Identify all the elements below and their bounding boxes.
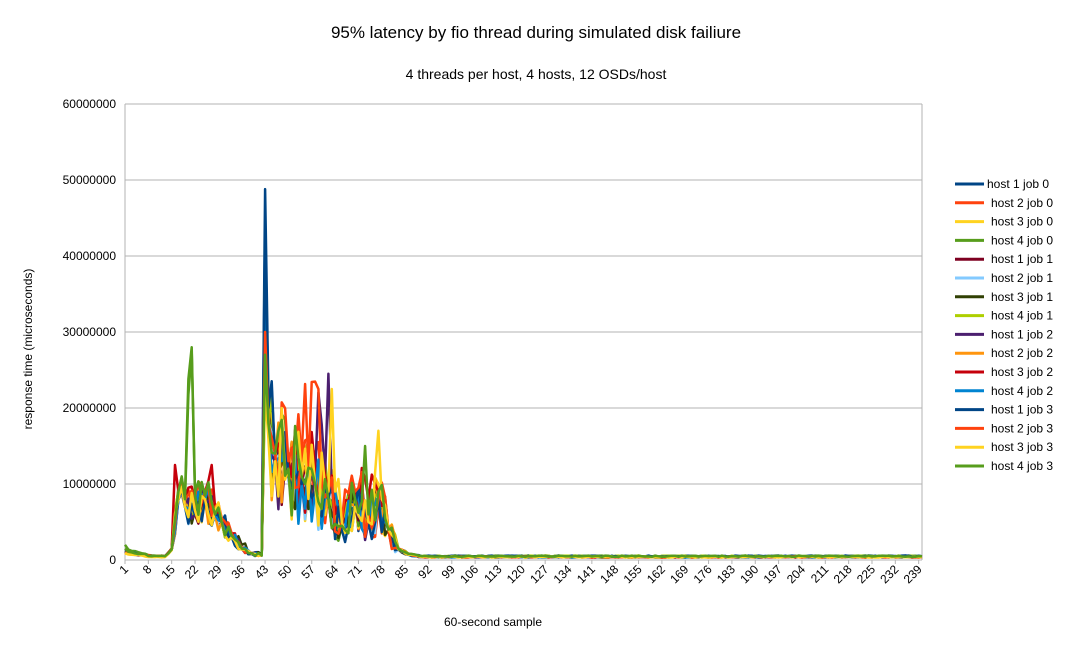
x-tick-label: 92 — [415, 562, 435, 582]
legend-label: host 4 job 3 — [991, 459, 1053, 473]
legend-label: host 4 job 0 — [991, 233, 1053, 247]
series-line — [124, 254, 923, 559]
x-tick-label: 8 — [140, 562, 155, 577]
y-tick-label: 10000000 — [63, 477, 117, 491]
series-line — [124, 224, 923, 559]
x-tick-label: 239 — [901, 562, 925, 586]
legend-label: host 4 job 1 — [991, 309, 1053, 323]
x-tick-label: 127 — [527, 562, 551, 586]
series-line — [124, 361, 923, 559]
x-tick-label: 99 — [439, 562, 459, 582]
x-tick-label: 120 — [504, 562, 528, 586]
series-line — [124, 187, 922, 559]
x-tick-label: 78 — [369, 562, 389, 582]
series-line — [124, 349, 923, 559]
series-line — [123, 247, 922, 559]
chart-subtitle: 4 threads per host, 4 hosts, 12 OSDs/hos… — [406, 66, 667, 82]
x-tick-label: 218 — [831, 562, 855, 586]
x-tick-label: 190 — [737, 562, 761, 586]
y-tick-label: 30000000 — [63, 325, 117, 339]
x-tick-label: 176 — [691, 562, 715, 586]
series-line — [124, 285, 923, 559]
gridlines — [124, 103, 923, 561]
series-line — [124, 387, 923, 559]
x-tick-label: 106 — [457, 562, 481, 586]
x-tick-label: 64 — [322, 562, 342, 582]
legend-label: host 4 job 2 — [991, 384, 1053, 398]
legend-label: host 2 job 2 — [991, 346, 1053, 360]
legend-label: host 1 job 1 — [991, 252, 1053, 266]
x-tick-label: 57 — [299, 562, 319, 582]
series-line — [124, 277, 923, 559]
x-tick-label: 169 — [667, 562, 691, 586]
x-tick-label: 15 — [158, 562, 178, 582]
x-tick-label: 22 — [182, 562, 202, 582]
x-tick-label: 155 — [621, 562, 645, 586]
x-tick-label: 183 — [714, 562, 738, 586]
x-tick-label: 204 — [784, 562, 808, 586]
y-tick-label: 20000000 — [63, 401, 117, 415]
x-tick-label: 148 — [597, 562, 621, 586]
x-tick-label: 141 — [574, 562, 598, 586]
legend-label: host 1 job 0 — [987, 177, 1049, 191]
x-tick-label: 29 — [205, 562, 225, 582]
legend-label: host 2 job 0 — [991, 196, 1053, 210]
x-tick-label: 36 — [228, 562, 248, 582]
series-line — [124, 372, 923, 559]
y-tick-label: 50000000 — [63, 173, 117, 187]
x-tick-label: 232 — [877, 562, 901, 586]
legend-label: host 1 job 2 — [991, 327, 1053, 341]
legend: host 1 job 0 host 2 job 0 host 3 job 0 host… — [955, 177, 1053, 473]
y-tick-label: 0 — [109, 553, 116, 567]
x-axis-label: 60-second sample — [444, 615, 542, 629]
legend-label: host 3 job 1 — [991, 290, 1053, 304]
series-line — [124, 330, 923, 559]
y-axis-label: response time (microseconds) — [21, 269, 35, 430]
series-line — [124, 330, 923, 559]
x-tick-label: 211 — [808, 562, 832, 586]
legend-label: host 3 job 2 — [991, 365, 1053, 379]
series-line — [124, 262, 923, 559]
x-tick-label: 113 — [481, 562, 505, 586]
x-tick-label: 71 — [345, 562, 365, 582]
series-lines — [123, 187, 923, 559]
x-tick-label: 1 — [116, 562, 131, 577]
x-tick-label: 43 — [252, 562, 272, 582]
y-tick-label: 40000000 — [63, 249, 117, 263]
legend-label: host 1 job 3 — [991, 403, 1053, 417]
x-tick-label: 85 — [392, 562, 412, 582]
legend-label: host 2 job 1 — [991, 271, 1053, 285]
y-tick-label: 60000000 — [63, 97, 117, 111]
legend-label: host 2 job 3 — [991, 421, 1053, 435]
legend-label: host 3 job 3 — [991, 440, 1053, 454]
series-line — [124, 368, 923, 559]
x-tick-label: 197 — [761, 562, 785, 586]
x-tick-label: 134 — [551, 562, 575, 586]
legend-label: host 3 job 0 — [991, 215, 1053, 229]
x-tick-label: 225 — [854, 562, 878, 586]
x-tick-label: 162 — [644, 562, 668, 586]
series-line — [124, 353, 922, 559]
series-line — [124, 368, 923, 559]
chart-title: 95% latency by fio thread during simulat… — [331, 23, 741, 42]
x-tick-label: 50 — [275, 562, 295, 582]
